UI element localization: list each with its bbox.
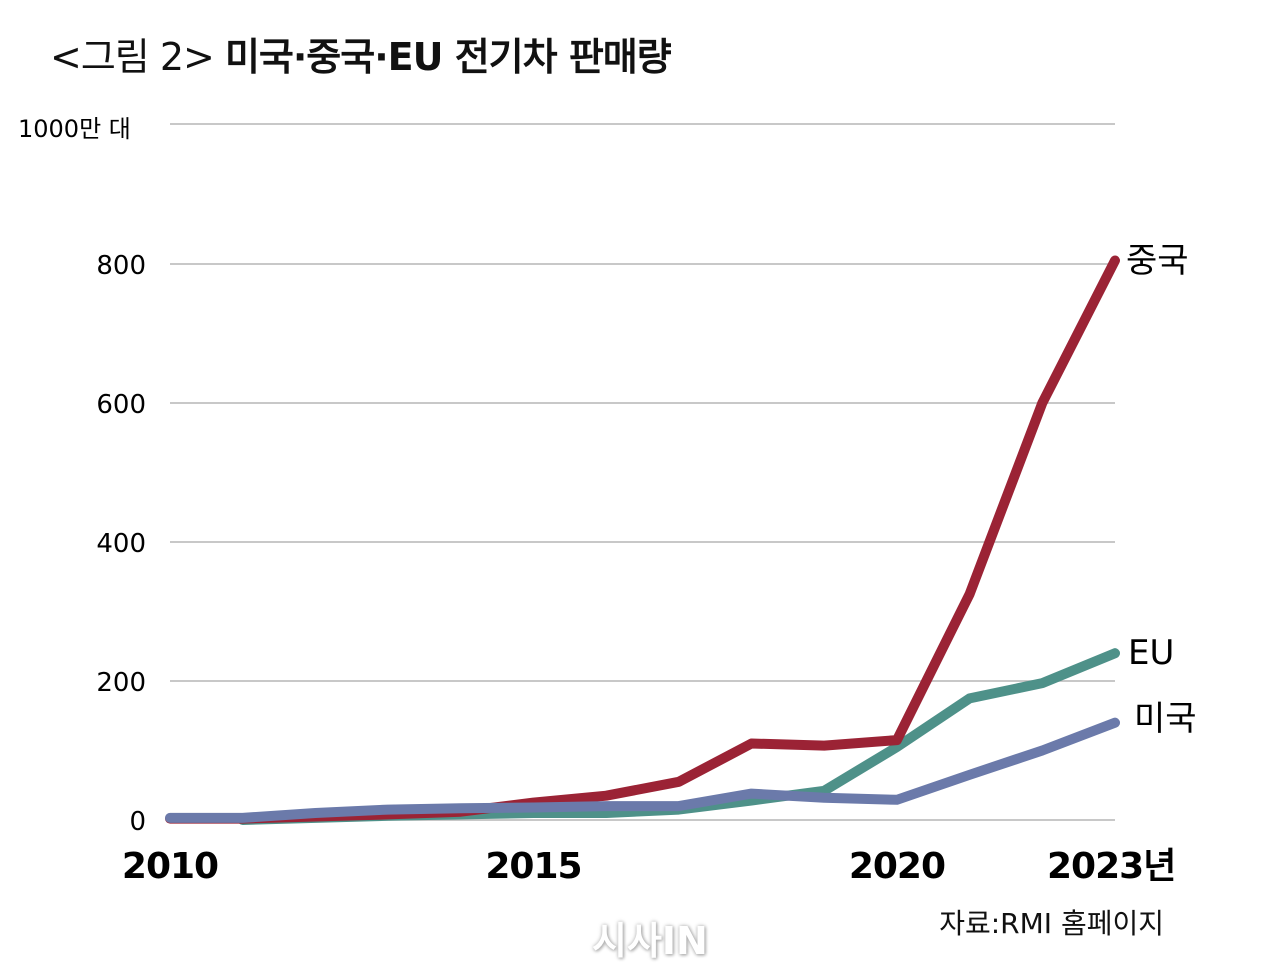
x-tick-label: 2023년 xyxy=(1047,846,1175,887)
x-tick-labels: 2010 2015 2020 2023년 xyxy=(122,846,1176,887)
chart-title-main: 미국·중국·EU 전기차 판매량 xyxy=(224,35,672,79)
gridlines xyxy=(170,123,1115,821)
series-label: EU xyxy=(1128,633,1174,673)
y-tick-label: 0 xyxy=(129,807,146,837)
watermark-logo: 시사IN xyxy=(592,919,708,963)
y-tick-label: 200 xyxy=(96,668,146,698)
y-tick-label: 400 xyxy=(96,529,146,559)
y-tick-label: 600 xyxy=(96,390,146,420)
source-note: 자료:RMI 홈페이지 xyxy=(939,907,1164,940)
chart-title-prefix: <그림 2> xyxy=(50,35,215,79)
chart-title: <그림 2> 미국·중국·EU 전기차 판매량 xyxy=(50,26,672,81)
series-line-eu xyxy=(237,648,1120,825)
y-unit-label: 1000만 대 xyxy=(18,115,131,143)
series-line-china xyxy=(165,255,1120,824)
series-label: 중국 xyxy=(1126,241,1189,281)
series-line-usa xyxy=(165,717,1120,823)
x-tick-label: 2010 xyxy=(122,846,218,887)
x-tick-label: 2015 xyxy=(485,846,581,887)
series-label: 미국 xyxy=(1134,699,1197,739)
y-tick-label: 800 xyxy=(96,251,146,281)
series-lines xyxy=(165,255,1120,825)
series-labels: 중국 EU 미국 xyxy=(1126,241,1197,739)
x-tick-label: 2020 xyxy=(849,846,945,887)
y-tick-labels: 0 200 400 600 800 xyxy=(96,251,146,837)
